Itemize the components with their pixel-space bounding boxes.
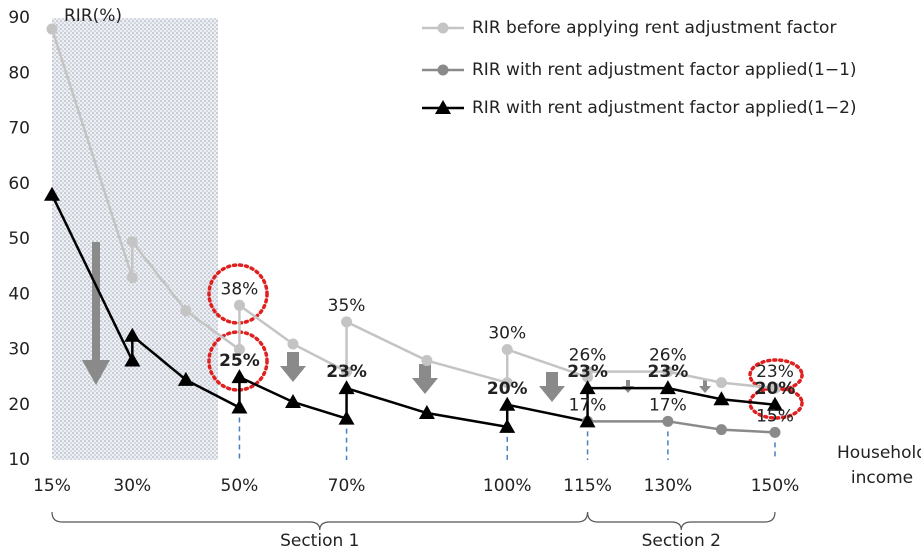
point [501, 377, 513, 389]
value-label: 26% [569, 346, 607, 366]
value-label: 17% [569, 395, 607, 415]
y-tick-label: 50 [8, 229, 30, 249]
point [767, 396, 783, 411]
x-tick-label: 15% [33, 476, 71, 496]
value-label: 25% [219, 351, 260, 371]
point [713, 391, 730, 406]
series-line [587, 420, 776, 434]
value-label: 15% [756, 406, 794, 426]
x-tick-label: 115% [563, 476, 612, 496]
value-label: 35% [328, 296, 366, 316]
y-tick-label: 80 [8, 63, 30, 83]
y-tick-label: 90 [8, 8, 30, 28]
point [582, 366, 594, 378]
point [126, 272, 138, 284]
section-brace [51, 511, 589, 531]
x-tick-label: 70% [328, 476, 366, 496]
legend-marker [437, 22, 449, 34]
section-label: Section 1 [280, 531, 359, 551]
point [233, 299, 245, 311]
point [499, 418, 516, 433]
down-arrow [539, 372, 565, 402]
point [501, 344, 513, 355]
value-label: 20% [755, 379, 796, 399]
point [579, 380, 596, 395]
point [177, 371, 194, 386]
point [287, 338, 299, 350]
point [231, 369, 248, 384]
point [231, 399, 248, 414]
value-label: 23% [326, 362, 367, 382]
point [180, 305, 192, 317]
point [499, 396, 516, 411]
y-tick-label: 60 [8, 174, 30, 194]
point [579, 413, 596, 428]
value-label: 30% [488, 324, 526, 344]
point [715, 424, 727, 436]
highlight-circle [207, 263, 269, 325]
down-arrow [699, 380, 711, 393]
point [421, 355, 433, 367]
point [659, 380, 676, 395]
point [338, 380, 355, 395]
x-tick-label: 100% [483, 476, 532, 496]
point [418, 405, 435, 420]
value-label: 23% [756, 362, 794, 382]
y-tick-label: 30 [8, 340, 30, 360]
legend-marker [437, 64, 449, 76]
y-tick-label: 10 [8, 450, 30, 470]
legend-label: RIR with rent adjustment factor applied(… [472, 98, 857, 118]
down-arrow [412, 364, 438, 394]
y-tick-label: 20 [8, 395, 30, 415]
point [715, 377, 727, 389]
y-tick-label: 40 [8, 284, 30, 304]
highlight-circle [207, 330, 269, 392]
x-axis-label: income [851, 468, 913, 488]
x-tick-label: 150% [751, 476, 800, 496]
point [662, 415, 674, 427]
value-label: 38% [221, 279, 259, 299]
value-label: 20% [487, 379, 528, 399]
section-brace [586, 511, 776, 531]
x-tick-label: 30% [113, 476, 151, 496]
legend-marker [435, 100, 451, 114]
point [124, 327, 141, 342]
point [46, 23, 58, 35]
legend-label: RIR with rent adjustment factor applied(… [472, 60, 857, 80]
point [341, 366, 353, 378]
point [769, 382, 781, 394]
y-tick-label: 70 [8, 119, 30, 139]
x-tick-label: 130% [644, 476, 693, 496]
section-label: Section 2 [642, 531, 721, 551]
point [44, 186, 60, 201]
point [233, 344, 245, 355]
x-axis-label: Household [837, 443, 921, 463]
point [126, 236, 138, 248]
point [285, 393, 301, 408]
legend-label: RIR before applying rent adjustment fact… [472, 18, 836, 38]
down-arrow [280, 352, 306, 382]
x-tick-label: 50% [221, 476, 259, 496]
value-label: 23% [648, 362, 689, 382]
value-label: 23% [567, 362, 608, 382]
point [338, 410, 355, 425]
point [124, 352, 141, 367]
down-arrow [622, 380, 634, 393]
y-axis-label: RIR(%) [64, 6, 122, 26]
point [341, 316, 353, 328]
point [662, 366, 674, 378]
value-label: 26% [649, 346, 687, 366]
down-arrow [82, 242, 110, 385]
value-label: 17% [649, 395, 687, 415]
point [769, 426, 781, 438]
